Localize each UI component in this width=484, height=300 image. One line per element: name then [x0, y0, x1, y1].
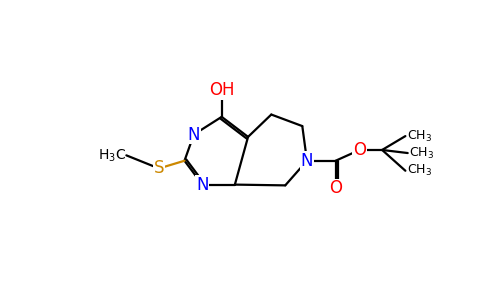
Text: H$_3$C: H$_3$C	[98, 147, 126, 164]
Text: CH$_3$: CH$_3$	[407, 163, 432, 178]
Text: S: S	[154, 159, 164, 177]
Text: N: N	[188, 126, 200, 144]
Text: N: N	[301, 152, 313, 170]
Text: O: O	[353, 141, 366, 159]
Text: CH$_3$: CH$_3$	[409, 146, 434, 160]
Text: CH$_3$: CH$_3$	[407, 128, 432, 144]
Text: O: O	[329, 179, 342, 197]
Text: OH: OH	[209, 81, 234, 99]
Text: N: N	[196, 176, 209, 194]
